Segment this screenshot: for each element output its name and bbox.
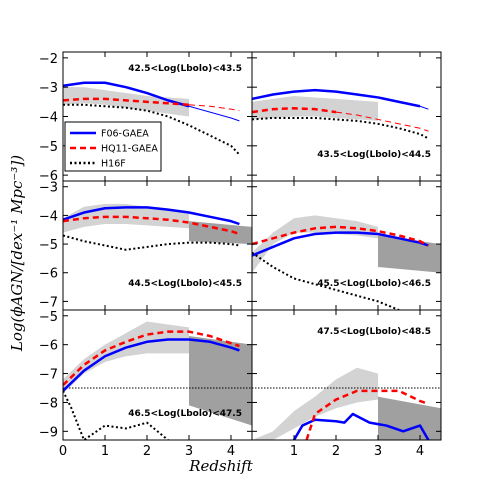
- panel-plot-area: [63, 81, 241, 156]
- series-h16f: [63, 103, 241, 156]
- series-hq11-gaea: [63, 215, 240, 236]
- series-h16f: [63, 390, 169, 440]
- x-tick-label: 0: [59, 444, 67, 459]
- uncertainty-band-dark: [189, 221, 252, 245]
- y-tick-label: −6: [39, 169, 58, 184]
- y-tick-label: −4: [39, 209, 58, 224]
- series-f06-gaea: [419, 105, 429, 110]
- uncertainty-band-light: [252, 367, 378, 440]
- uncertainty-band-light: [252, 215, 378, 273]
- x-axis-label: Redshift: [188, 457, 253, 475]
- series-hq11-gaea: [188, 104, 240, 112]
- legend-label: F06-GAEA: [101, 129, 149, 140]
- y-tick-label: −9: [39, 425, 58, 440]
- series-hq11-gaea: [63, 97, 190, 107]
- series-f06-gaea: [63, 338, 240, 392]
- series-f06-gaea: [252, 88, 421, 108]
- series-hq11-gaea: [252, 225, 429, 247]
- x-tick-label: 3: [185, 444, 193, 459]
- panel-1: −6 −5 −4 −3 −2 42.5<Log(Lbolo)<43.5: [39, 51, 253, 184]
- panel-5: 0 1 2 3 4 −9 −8 −7 −6 −5 46.5<Log(Lbolo)<47.5: [39, 309, 253, 459]
- y-tick-label: −7: [39, 368, 58, 383]
- series-hq11-gaea: [63, 330, 240, 387]
- panel-label: 43.5<Log(Lbolo)<44.5: [317, 150, 431, 160]
- series-hq11-gaea: [252, 107, 337, 114]
- series-f06-gaea: [252, 231, 429, 257]
- panel-plot-area: [252, 215, 441, 310]
- series-hq11-gaea: [335, 111, 429, 132]
- y-tick-label: −3: [39, 81, 58, 96]
- panel-label: 45.5<Log(Lbolo)<46.5: [317, 279, 431, 289]
- y-tick-label: −5: [39, 140, 58, 155]
- legend: F06-GAEA HQ11-GAEA H16F: [64, 121, 162, 172]
- series-f06-gaea: [63, 81, 190, 108]
- x-tick-label: 2: [332, 444, 340, 459]
- series-h16f: [63, 234, 240, 251]
- x-tick-label: 1: [101, 444, 109, 459]
- y-tick-label: −4: [39, 111, 58, 126]
- y-tick-label: −5: [39, 238, 58, 253]
- series-f06-gaea: [188, 105, 240, 122]
- uncertainty-band-dark: [378, 396, 441, 440]
- series-f06-gaea: [292, 412, 430, 440]
- panel-6: 1 2 3 4 47.5<Log(Lbolo)<48.5: [251, 309, 442, 459]
- panel-plot-area: [63, 321, 252, 440]
- series-h16f: [252, 251, 400, 310]
- axis-labels-group: Redshift Log(ϕAGN/[dex⁻¹ Mpc⁻³]): [8, 155, 254, 475]
- panel-label: 47.5<Log(Lbolo)<48.5: [317, 327, 431, 337]
- legend-label: HQ11-GAEA: [101, 144, 158, 155]
- x-tick-label: 3: [374, 444, 382, 459]
- series-h16f: [252, 116, 429, 140]
- legend-label: H16F: [101, 159, 126, 170]
- x-tick-label: 4: [227, 444, 235, 459]
- panel-plot-area: [252, 367, 441, 440]
- uncertainty-band-dark: [189, 336, 252, 426]
- y-tick-label: −3: [39, 181, 58, 196]
- y-tick-label: −2: [39, 52, 58, 67]
- y-axis-label: Log(ϕAGN/[dex⁻¹ Mpc⁻³]): [8, 155, 26, 352]
- y-tick-label: −6: [39, 339, 58, 354]
- y-tick-label: −5: [39, 310, 58, 325]
- panel-plot-area: [63, 203, 252, 251]
- series-hq11-gaea: [305, 389, 429, 440]
- panel-3: −7 −6 −5 −4 −3 44.5<Log(Lbolo)<45.5: [39, 180, 253, 311]
- panel-label: 44.5<Log(Lbolo)<45.5: [128, 279, 242, 289]
- panel-4: 45.5<Log(Lbolo)<46.5: [251, 180, 442, 311]
- series-f06-gaea: [63, 206, 240, 226]
- x-tick-label: 4: [416, 444, 424, 459]
- panel-plot-area: [252, 88, 429, 140]
- y-tick-label: −6: [39, 267, 58, 282]
- y-tick-label: −7: [39, 295, 58, 310]
- x-tick-label: 1: [290, 444, 298, 459]
- panel-frame: [251, 309, 442, 441]
- uncertainty-band-light: [63, 87, 189, 117]
- panel-label: 42.5<Log(Lbolo)<43.5: [128, 64, 242, 74]
- panel-2: 43.5<Log(Lbolo)<44.5: [251, 51, 442, 182]
- panel-label: 46.5<Log(Lbolo)<47.5: [128, 409, 242, 419]
- panels-group: −6 −5 −4 −3 −2 42.5<Log(Lbolo)<43.5 43.5<Log(L…: [39, 51, 442, 459]
- y-tick-label: −8: [39, 396, 58, 411]
- x-tick-label: 2: [143, 444, 151, 459]
